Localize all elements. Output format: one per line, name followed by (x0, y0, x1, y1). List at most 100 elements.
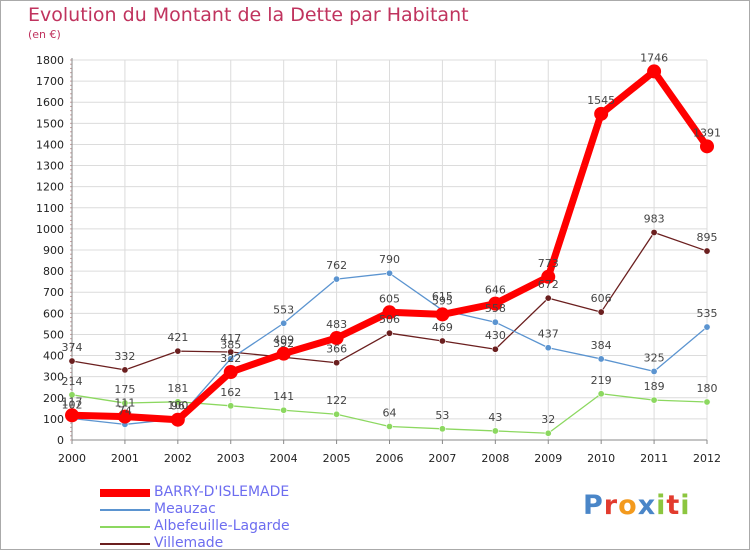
data-label: 385 (220, 339, 241, 352)
x-tick-label: 2006 (376, 452, 404, 465)
data-point (435, 307, 450, 322)
data-point (647, 64, 662, 79)
data-label: 181 (167, 382, 188, 395)
data-point (650, 396, 658, 404)
data-point (597, 390, 605, 398)
data-point (174, 398, 182, 406)
data-point (541, 269, 556, 284)
data-point (385, 269, 393, 277)
y-tick-label: 400 (43, 350, 64, 363)
y-tick-label: 1300 (36, 160, 64, 173)
y-tick-label: 900 (43, 244, 64, 257)
data-point (594, 106, 609, 121)
x-tick-label: 2008 (481, 452, 509, 465)
data-label: 773 (538, 257, 559, 270)
data-point (65, 408, 79, 423)
y-tick-label: 1500 (36, 117, 64, 130)
data-point (174, 347, 182, 355)
x-tick-label: 2003 (217, 452, 245, 465)
legend-swatch (100, 543, 150, 545)
x-tick-label: 2005 (323, 452, 351, 465)
data-point (121, 366, 129, 374)
data-label: 175 (114, 383, 135, 396)
data-point (491, 318, 499, 326)
data-point (227, 355, 235, 363)
data-point (227, 402, 235, 410)
data-labels: 374 332 421 417 392 366 506 469 430 672 606 983 895 2… (62, 51, 722, 426)
y-tick-label: 100 (43, 413, 64, 426)
data-label: 558 (485, 302, 506, 315)
data-label: 32 (541, 413, 555, 426)
data-label: 384 (591, 339, 612, 352)
data-label: 535 (697, 307, 718, 320)
legend-swatch (100, 489, 150, 497)
logo-letter: P (583, 490, 604, 521)
data-label: 895 (697, 231, 718, 244)
data-label: 437 (538, 328, 559, 341)
y-tick-label: 500 (43, 328, 64, 341)
data-point (650, 367, 658, 375)
data-label: 469 (432, 321, 453, 334)
x-tick-label: 2010 (587, 452, 615, 465)
x-tick-label: 2012 (693, 452, 721, 465)
data-label: 141 (273, 390, 294, 403)
chart-subtitle: (en €) (28, 28, 61, 41)
data-point (650, 228, 658, 236)
data-point (280, 406, 288, 414)
data-label: 506 (379, 313, 400, 326)
logo-letter: o (618, 490, 638, 521)
data-label: 417 (220, 332, 241, 345)
line-chart: 0 100 200 300 400 500 600 700 800 900 1000 1100 1200… (36, 51, 722, 465)
data-label: 162 (220, 386, 241, 399)
data-point (385, 329, 393, 337)
data-label: 322 (220, 352, 241, 365)
data-label: 483 (326, 318, 347, 331)
y-tick-label: 0 (57, 434, 64, 447)
logo-letter: r (603, 490, 619, 521)
data-label: 595 (432, 294, 453, 307)
data-label: 43 (488, 411, 502, 424)
data-point (703, 323, 711, 331)
logo-letter: t (666, 490, 681, 521)
chart-title: Evolution du Montant de la Dette par Hab… (28, 4, 469, 26)
legend-label: BARRY-D'ISLEMADE (154, 484, 290, 500)
legend-label: Albefeuille-Lagarde (154, 518, 290, 534)
y-tick-label: 1700 (36, 75, 64, 88)
data-label: 430 (485, 329, 506, 342)
data-point (491, 345, 499, 353)
data-point (700, 139, 714, 154)
data-label: 409 (273, 334, 294, 347)
data-label: 615 (432, 290, 453, 303)
series-lines (65, 64, 714, 437)
data-label: 180 (697, 382, 718, 395)
data-point (333, 359, 341, 367)
data-label: 117 (62, 395, 83, 408)
data-label: 64 (383, 406, 397, 419)
data-point (333, 275, 341, 283)
x-tick-label: 2009 (534, 452, 562, 465)
data-point (488, 296, 503, 311)
data-label: 122 (326, 394, 347, 407)
data-label: 214 (62, 375, 83, 388)
legend-label: Villemade (154, 535, 224, 551)
data-label: 553 (273, 303, 294, 316)
logo-letter: i (680, 490, 691, 521)
data-point (703, 398, 711, 406)
data-label: 219 (591, 374, 612, 387)
data-point (223, 365, 238, 380)
y-tick-label: 600 (43, 307, 64, 320)
y-tick-label: 800 (43, 265, 64, 278)
data-label: 605 (379, 292, 400, 305)
x-tick-label: 2004 (270, 452, 298, 465)
data-point (227, 348, 235, 356)
y-tick-label: 1000 (36, 223, 64, 236)
data-label: 606 (591, 292, 612, 305)
data-label: 332 (114, 350, 135, 363)
data-point (170, 412, 185, 427)
data-point (329, 331, 344, 346)
data-label: 366 (326, 343, 347, 356)
data-point (385, 422, 393, 430)
y-tick-label: 1800 (36, 54, 64, 67)
data-label: 421 (167, 331, 188, 344)
data-label: 1391 (693, 126, 721, 139)
